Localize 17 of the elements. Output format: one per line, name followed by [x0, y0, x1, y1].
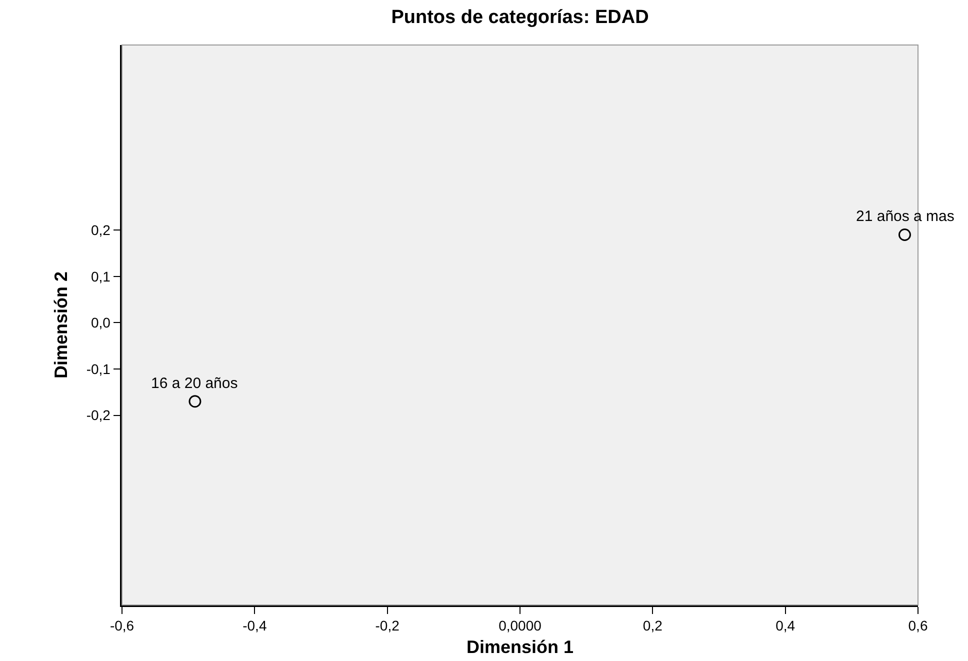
x-tick-label: 0,6	[908, 618, 928, 634]
x-axis-title: Dimensión 1	[466, 637, 574, 658]
y-tick-label: -0,2	[86, 407, 111, 424]
annotation: 21 años a mas	[856, 208, 954, 225]
y-tick-label: 0,2	[90, 222, 111, 238]
x-tick-label: -0,6	[110, 618, 134, 634]
x-tick-label: 0,0000	[498, 618, 542, 634]
annotation: 16 a 20 años	[151, 375, 238, 392]
y-tick-label: 0,0	[90, 314, 111, 331]
y-tick-label: 0,1	[90, 268, 111, 284]
x-tick-label: -0,4	[242, 618, 267, 634]
y-axis-title: Dimensión 2	[51, 271, 72, 379]
x-tick-label: 0,4	[776, 618, 796, 634]
x-tick-label: 0,2	[642, 618, 663, 634]
y-tick-label: -0,1	[86, 360, 111, 377]
chart-title: Puntos de categorías: EDAD	[391, 7, 649, 28]
x-tick-label: -0,2	[375, 618, 400, 634]
